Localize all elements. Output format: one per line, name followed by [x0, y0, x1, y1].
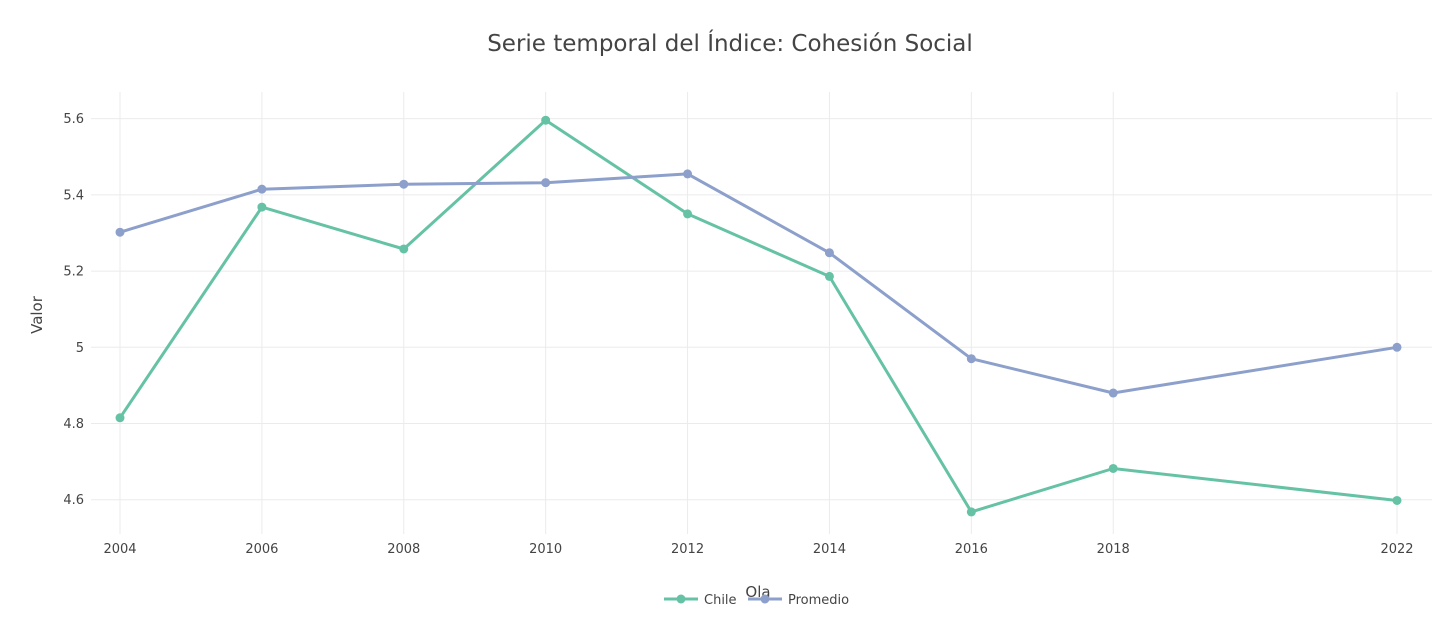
x-tick-label: 2006: [245, 542, 278, 557]
x-tick-label: 2016: [955, 542, 988, 557]
legend-swatch-marker: [676, 594, 686, 604]
data-point[interactable]: [1108, 463, 1118, 473]
data-point[interactable]: [257, 202, 267, 212]
data-point[interactable]: [966, 354, 976, 364]
legend-label: Chile: [704, 593, 737, 608]
x-tick-labels: 2004 2006 2008 2010 2012 2014 2016 2018 2022: [103, 542, 1413, 557]
chart-title: Serie temporal del Índice: Cohesión Soci…: [487, 29, 973, 57]
series-promedio: [115, 169, 1402, 398]
y-gridlines: [91, 118, 1432, 501]
legend-label: Promedio: [788, 593, 849, 608]
x-tick-label: 2008: [387, 542, 420, 557]
series-chile: [115, 115, 1402, 517]
x-tick-label: 2018: [1097, 542, 1130, 557]
data-point[interactable]: [1392, 495, 1402, 505]
data-point[interactable]: [257, 184, 267, 194]
data-point[interactable]: [399, 244, 409, 254]
data-point[interactable]: [541, 115, 551, 125]
data-point[interactable]: [115, 413, 125, 423]
y-tick-label: 5.6: [63, 112, 84, 127]
x-tick-label: 2004: [103, 542, 136, 557]
data-point[interactable]: [115, 227, 125, 237]
legend-item-promedio[interactable]: Promedio: [748, 593, 849, 608]
legend[interactable]: Chile Promedio: [664, 593, 849, 608]
x-tick-label: 2012: [671, 542, 704, 557]
y-tick-label: 5.4: [63, 188, 84, 203]
y-tick-label: 4.8: [63, 417, 84, 432]
data-point[interactable]: [1108, 388, 1118, 398]
legend-item-chile[interactable]: Chile: [664, 593, 737, 608]
y-tick-labels: 4.6 4.8 5 5.2 5.4 5.6: [63, 112, 84, 508]
legend-swatch-marker: [760, 594, 770, 604]
y-tick-label: 5: [76, 341, 84, 356]
data-point[interactable]: [966, 507, 976, 517]
x-tick-label: 2014: [813, 542, 846, 557]
y-tick-label: 5.2: [63, 265, 84, 280]
data-point[interactable]: [824, 271, 834, 281]
series-line: [118, 172, 1399, 395]
y-axis-title: Valor: [28, 295, 46, 334]
series-line: [118, 118, 1399, 514]
data-point[interactable]: [824, 248, 834, 258]
x-tick-label: 2022: [1380, 542, 1413, 557]
y-tick-label: 4.6: [63, 493, 84, 508]
x-gridlines: [119, 92, 1398, 534]
data-point[interactable]: [683, 169, 693, 179]
data-point[interactable]: [399, 179, 409, 189]
data-point[interactable]: [683, 209, 693, 219]
series-layer: [115, 115, 1402, 517]
data-point[interactable]: [541, 178, 551, 188]
data-point[interactable]: [1392, 342, 1402, 352]
x-tick-label: 2010: [529, 542, 562, 557]
